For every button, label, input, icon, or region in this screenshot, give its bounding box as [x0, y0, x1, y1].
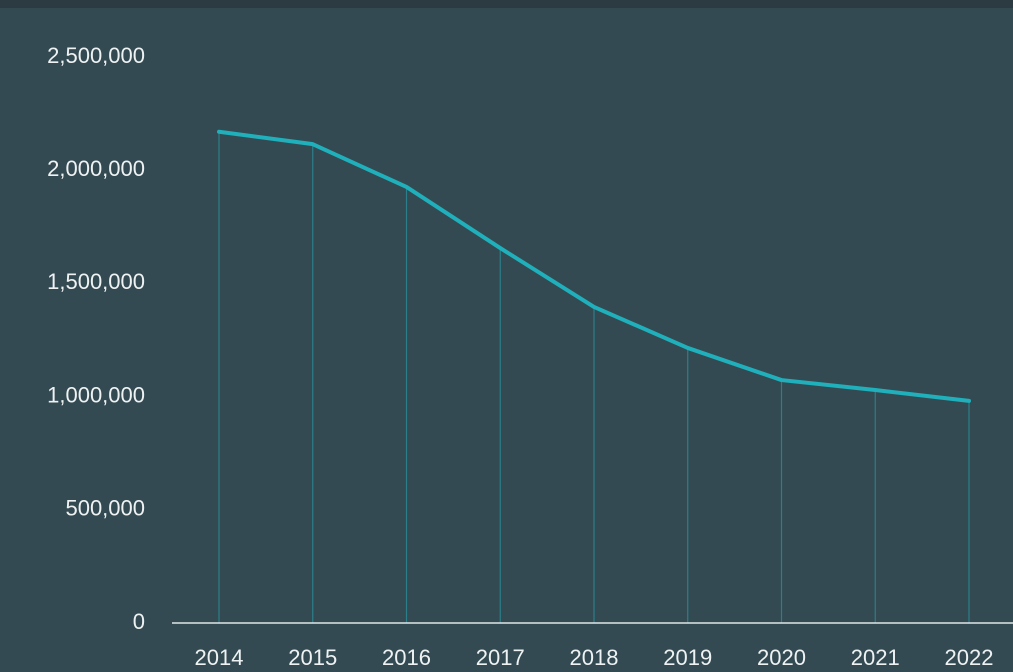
- x-tick-label: 2021: [851, 645, 900, 670]
- x-tick-label: 2016: [382, 645, 431, 670]
- y-tick-label: 0: [133, 609, 145, 634]
- y-tick-label: 1,500,000: [47, 269, 145, 294]
- x-tick-label: 2020: [757, 645, 806, 670]
- y-tick-label: 2,000,000: [47, 156, 145, 181]
- x-tick-label: 2014: [195, 645, 244, 670]
- plot-background: [0, 8, 1013, 672]
- y-tick-label: 1,000,000: [47, 382, 145, 407]
- x-tick-label: 2022: [945, 645, 994, 670]
- x-tick-label: 2017: [476, 645, 525, 670]
- x-tick-label: 2015: [288, 645, 337, 670]
- x-tick-label: 2018: [570, 645, 619, 670]
- y-tick-label: 2,500,000: [47, 43, 145, 68]
- y-tick-label: 500,000: [65, 496, 145, 521]
- line-series: [217, 129, 971, 403]
- x-tick-label: 2019: [663, 645, 712, 670]
